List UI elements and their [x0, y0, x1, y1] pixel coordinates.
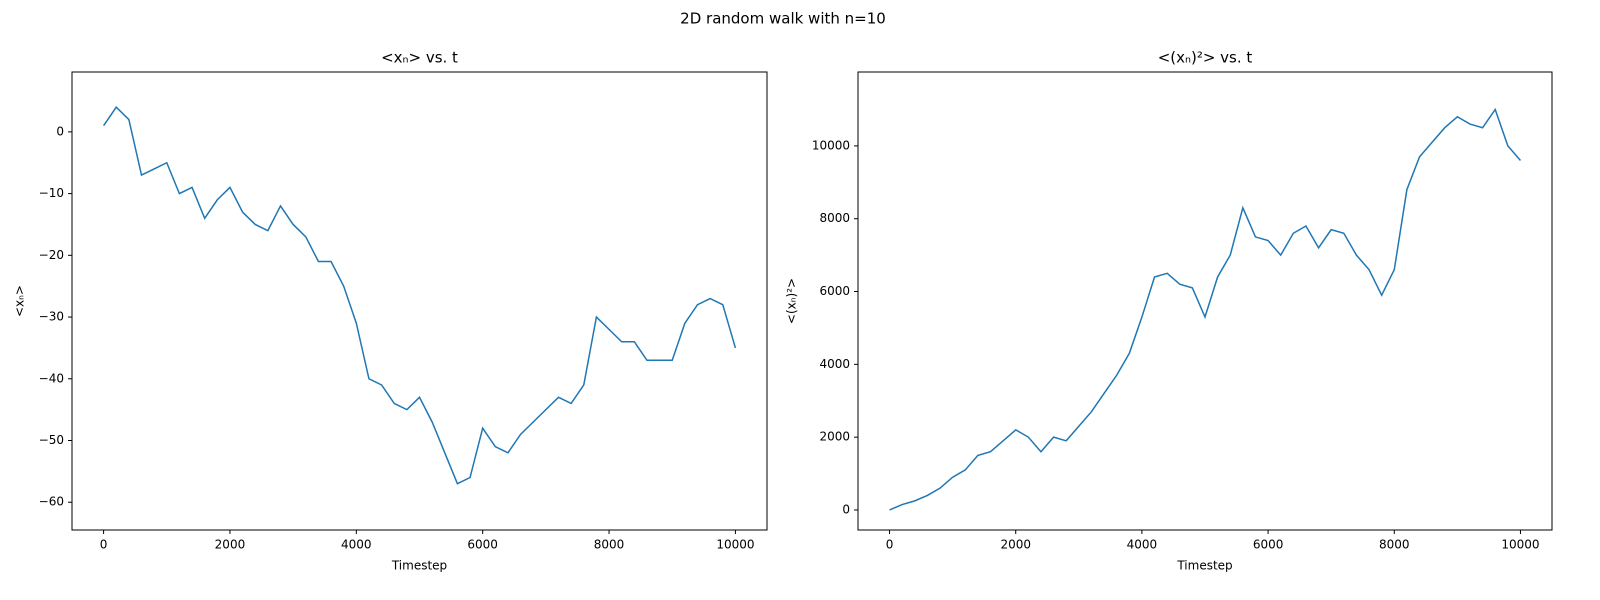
figure-title: 2D random walk with n=10 — [680, 10, 886, 28]
y-tick-label: −60 — [39, 495, 64, 509]
y-tick-label: 10000 — [812, 138, 850, 152]
y-tick-label: 0 — [842, 502, 850, 516]
axes-frame — [71, 71, 768, 531]
y-tick-label: 4000 — [819, 357, 850, 371]
data-line — [889, 107, 1522, 511]
data-line — [102, 106, 737, 485]
y-tick-label: −20 — [39, 248, 64, 262]
x-tick-label: 8000 — [1379, 538, 1410, 552]
y-tick-label: −10 — [39, 186, 64, 200]
y-tick-label: 6000 — [819, 284, 850, 298]
x-tick-label: 10000 — [716, 538, 754, 552]
y-tick-label: 0 — [56, 124, 64, 138]
y-axis-label: <xₙ> — [13, 285, 27, 317]
axes-title: <(xₙ)²> vs. t — [1158, 49, 1253, 67]
axes-title: <xₙ> vs. t — [381, 49, 458, 67]
x-axis-label: Timestep — [1176, 559, 1232, 573]
x-tick-label: 0 — [100, 538, 108, 552]
x-tick-label: 4000 — [1127, 538, 1158, 552]
y-tick-label: −40 — [39, 371, 64, 385]
y-tick-label: 2000 — [819, 430, 850, 444]
x-tick-label: 6000 — [1253, 538, 1284, 552]
x-tick-label: 4000 — [341, 538, 372, 552]
x-axis-label: Timestep — [391, 559, 447, 573]
y-tick-label: −50 — [39, 433, 64, 447]
x-tick-label: 2000 — [215, 538, 246, 552]
x-tick-label: 6000 — [467, 538, 498, 552]
x-tick-label: 0 — [886, 538, 894, 552]
y-axis-label: <(xₙ)²> — [785, 278, 799, 324]
x-tick-label: 8000 — [594, 538, 625, 552]
x-tick-label: 2000 — [1000, 538, 1031, 552]
axes-frame — [857, 71, 1553, 531]
y-tick-label: −30 — [39, 310, 64, 324]
y-tick-label: 8000 — [819, 211, 850, 225]
x-tick-label: 10000 — [1501, 538, 1539, 552]
